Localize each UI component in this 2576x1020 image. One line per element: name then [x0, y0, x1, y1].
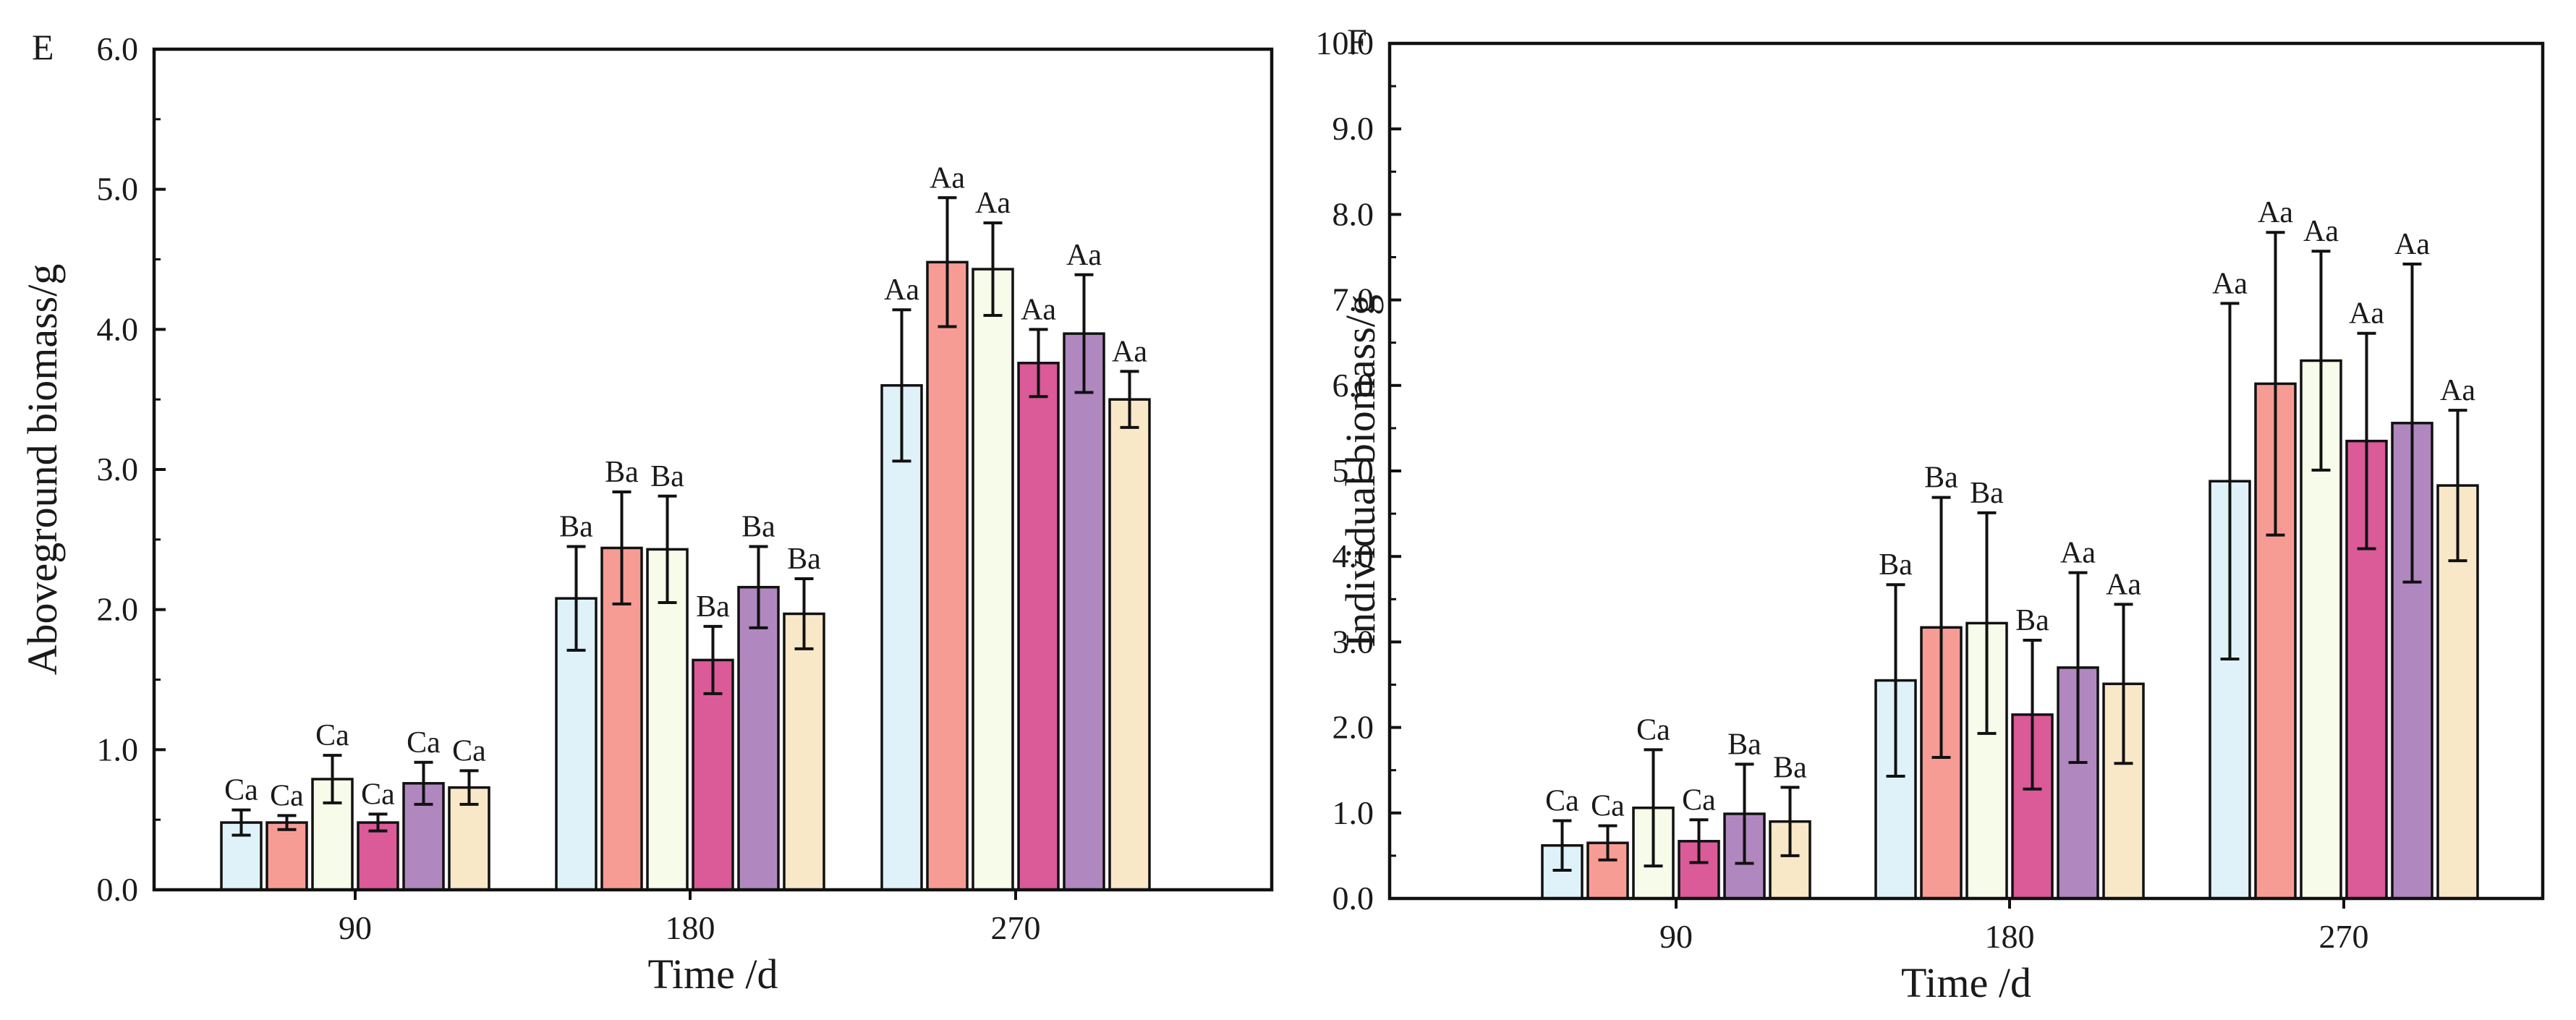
- significance-label: Ba: [559, 511, 593, 544]
- significance-label: Aa: [1066, 239, 1102, 272]
- y-tick-label: 9.0: [1332, 110, 1374, 147]
- bar: [926, 260, 969, 891]
- y-tick-label: 8.0: [1332, 195, 1374, 232]
- significance-label: Ba: [787, 543, 821, 576]
- y-tick-label: 2.0: [97, 591, 139, 628]
- y-tick-label: 6.0: [1332, 367, 1374, 404]
- y-tick-label: 6.0: [97, 30, 139, 67]
- bar: [357, 821, 399, 891]
- bar: [783, 612, 825, 891]
- significance-label: Aa: [975, 187, 1011, 220]
- bar: [600, 546, 643, 891]
- bar: [692, 658, 734, 891]
- x-axis-title: Time /d: [648, 951, 778, 998]
- significance-label: Aa: [2394, 228, 2430, 261]
- significance-label: Ca: [1682, 783, 1716, 817]
- y-tick-label: 0.0: [97, 871, 139, 908]
- significance-label: Ca: [407, 726, 441, 760]
- y-tick-label: 1.0: [97, 731, 139, 768]
- y-tick-label: 7.0: [1332, 281, 1374, 318]
- significance-label: Ca: [361, 778, 395, 811]
- y-axis-title: Individual biomass/g: [1337, 294, 1384, 647]
- significance-label: Aa: [884, 273, 919, 307]
- significance-label: Ca: [1591, 790, 1625, 823]
- significance-label: Ba: [650, 460, 684, 493]
- significance-label: Ca: [224, 774, 258, 807]
- bar: [1108, 398, 1151, 891]
- bar: [220, 821, 263, 891]
- significance-label: Aa: [2060, 537, 2096, 570]
- significance-label: Ba: [1727, 728, 1761, 761]
- y-tick-label: 0.0: [1332, 880, 1374, 917]
- significance-label: Ca: [1636, 713, 1670, 747]
- significance-label: Aa: [930, 161, 965, 195]
- x-tick-label: 270: [2319, 918, 2369, 955]
- bar: [265, 821, 308, 891]
- significance-label: Aa: [2106, 568, 2141, 601]
- y-tick-label: 1.0: [1332, 794, 1374, 831]
- bar: [972, 268, 1014, 891]
- bar: [1063, 332, 1105, 891]
- significance-label: Ba: [696, 590, 730, 624]
- significance-label: Aa: [2349, 297, 2384, 331]
- x-tick-label: 90: [1659, 918, 1693, 955]
- y-tick-label: 4.0: [1332, 537, 1374, 574]
- x-tick-label: 180: [1985, 918, 2035, 955]
- significance-label: Ba: [1924, 462, 1958, 495]
- panel-letter: F: [1347, 21, 1367, 61]
- significance-label: Ca: [452, 734, 486, 768]
- significance-label: Ba: [2015, 604, 2049, 637]
- significance-label: Aa: [1112, 335, 1147, 368]
- significance-label: Aa: [2303, 215, 2339, 248]
- y-tick-label: 10.0: [1316, 25, 1374, 61]
- x-tick-label: 180: [666, 909, 715, 946]
- significance-label: Aa: [2440, 374, 2475, 407]
- x-tick-label: 90: [339, 909, 372, 946]
- bar: [737, 585, 780, 891]
- y-tick-label: 5.0: [1332, 452, 1374, 489]
- y-tick-label: 3.0: [1332, 623, 1374, 660]
- y-axis-title: Aboveground biomass/g: [19, 264, 66, 676]
- panel-e: E 0.0 1.0 2.0 3.0 4.0 5.0 6.0 Ca Ca Ca Ca Ca Ca 90 Ba Ba…: [19, 27, 1274, 998]
- x-tick-label: 270: [991, 909, 1041, 946]
- x-axis-title: Time /d: [1901, 959, 2031, 1006]
- significance-label: Ba: [1970, 477, 2004, 510]
- significance-label: Ca: [315, 719, 349, 752]
- y-tick-label: 5.0: [97, 171, 139, 208]
- significance-label: Aa: [2212, 267, 2248, 300]
- significance-label: Ba: [1879, 548, 1913, 582]
- panel-f: F 0.0 1.0 2.0 3.0 4.0 5.0 6.0 7.0 8.0 9.0 10.0 Ca Ca C…: [1316, 21, 2545, 1006]
- significance-label: Ca: [270, 779, 304, 812]
- significance-label: Aa: [2258, 196, 2293, 229]
- panel-letter: E: [32, 27, 54, 67]
- y-tick-label: 4.0: [97, 310, 139, 347]
- y-tick-label: 3.0: [97, 451, 139, 488]
- significance-label: Aa: [1021, 293, 1056, 326]
- y-tick-label: 2.0: [1332, 709, 1374, 746]
- significance-label: Ba: [605, 456, 639, 489]
- bar: [1017, 362, 1060, 891]
- significance-label: Ca: [1545, 784, 1579, 817]
- significance-label: Ba: [741, 511, 775, 544]
- plot-frame: [1387, 41, 2545, 901]
- plot-frame: [152, 47, 1274, 892]
- significance-label: Ba: [1773, 751, 1807, 784]
